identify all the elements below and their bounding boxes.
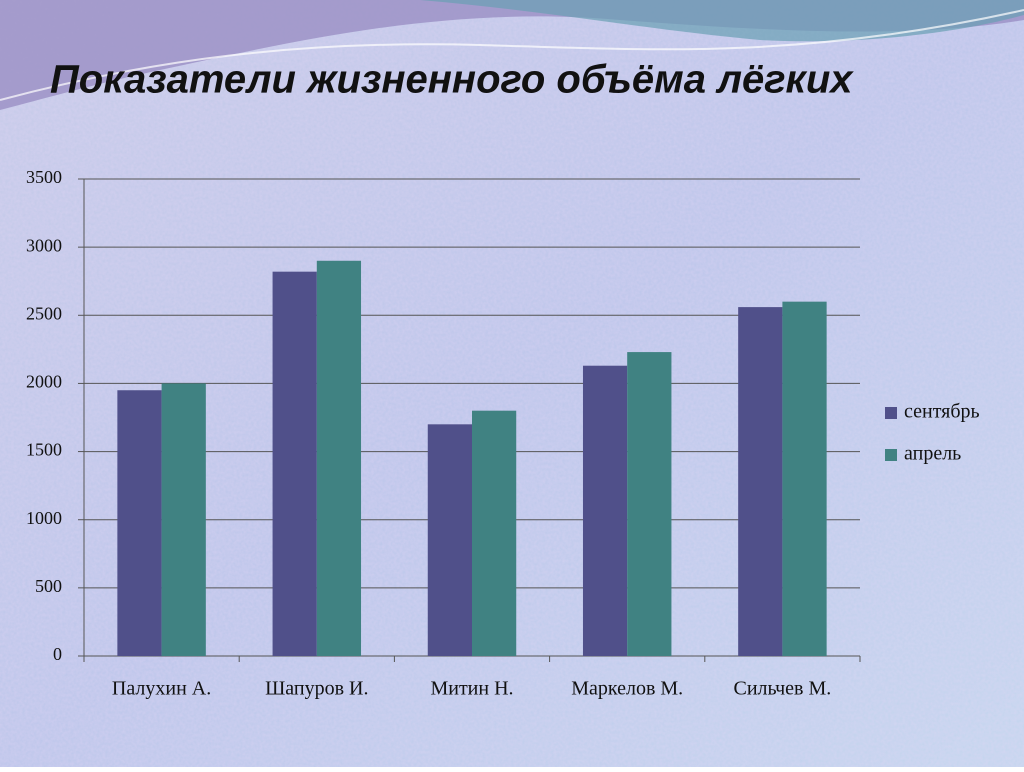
x-tick-label: Палухин А.: [112, 678, 211, 700]
y-tick-label: 2500: [26, 303, 62, 323]
bar: [316, 260, 362, 656]
bar: [738, 307, 783, 656]
bar: [427, 424, 472, 656]
chart-title: Показатели жизненного объёма лёгких: [50, 58, 854, 102]
y-tick-label: 2000: [26, 372, 62, 392]
bar: [161, 383, 206, 656]
y-tick-label: 3500: [26, 167, 62, 187]
bar: [627, 352, 672, 656]
bar: [472, 410, 517, 656]
legend-label: сентябрь: [904, 401, 980, 423]
bar: [582, 365, 628, 656]
y-tick-label: 0: [53, 644, 62, 664]
wave: [420, 0, 1024, 42]
x-tick-label: Маркелов М.: [571, 678, 683, 700]
legend-swatch: [885, 407, 897, 419]
y-tick-label: 1000: [26, 508, 62, 528]
x-tick-label: Митин Н.: [430, 678, 513, 700]
y-tick-label: 3000: [26, 235, 62, 255]
bar: [117, 390, 162, 656]
legend-label: апрель: [904, 443, 961, 465]
bar: [272, 271, 317, 656]
wave-line: [0, 9, 1024, 101]
x-tick-label: Шапуров И.: [265, 678, 368, 700]
x-tick-label: Сильчев М.: [734, 678, 832, 700]
bar: [782, 301, 827, 656]
y-tick-label: 500: [35, 576, 62, 596]
y-tick-label: 1500: [26, 440, 62, 460]
legend-swatch: [885, 449, 897, 461]
